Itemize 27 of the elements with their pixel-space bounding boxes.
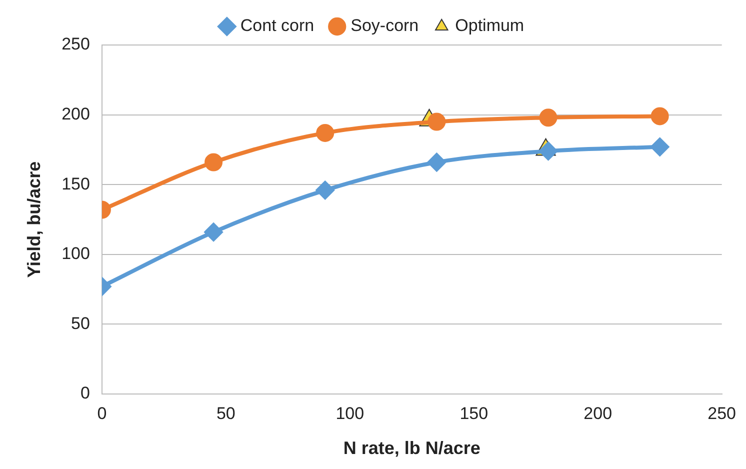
point [204, 153, 223, 172]
y-tick-label: 100 [62, 244, 90, 264]
x-tick-label: 0 [97, 404, 107, 423]
point [316, 124, 334, 142]
x-tick-label: 50 [216, 404, 236, 423]
y-tick-label: 0 [80, 384, 90, 403]
point [539, 108, 558, 127]
x-tick-label: 200 [584, 404, 612, 423]
x-tick-label: 100 [336, 404, 364, 423]
point [428, 112, 446, 131]
y-tick-label: 50 [71, 314, 90, 333]
legend-label: Soy-corn [350, 16, 419, 36]
y-tick-label: 200 [62, 104, 90, 124]
y-tick-label: 150 [62, 174, 90, 194]
legend-label: Optimum [455, 16, 524, 36]
legend-label: Cont corn [240, 16, 314, 36]
x-tick-label: 250 [708, 404, 736, 423]
x-tick-label: 150 [460, 404, 488, 423]
point [428, 153, 446, 172]
point [539, 142, 558, 160]
point [316, 181, 334, 200]
point [650, 138, 669, 156]
point [650, 107, 669, 126]
x-axis-title: N rate, lb N/acre [343, 438, 480, 458]
point [204, 223, 223, 242]
y-axis-title: Yield, bu/acre [24, 161, 44, 278]
y-tick-label: 250 [62, 34, 90, 54]
